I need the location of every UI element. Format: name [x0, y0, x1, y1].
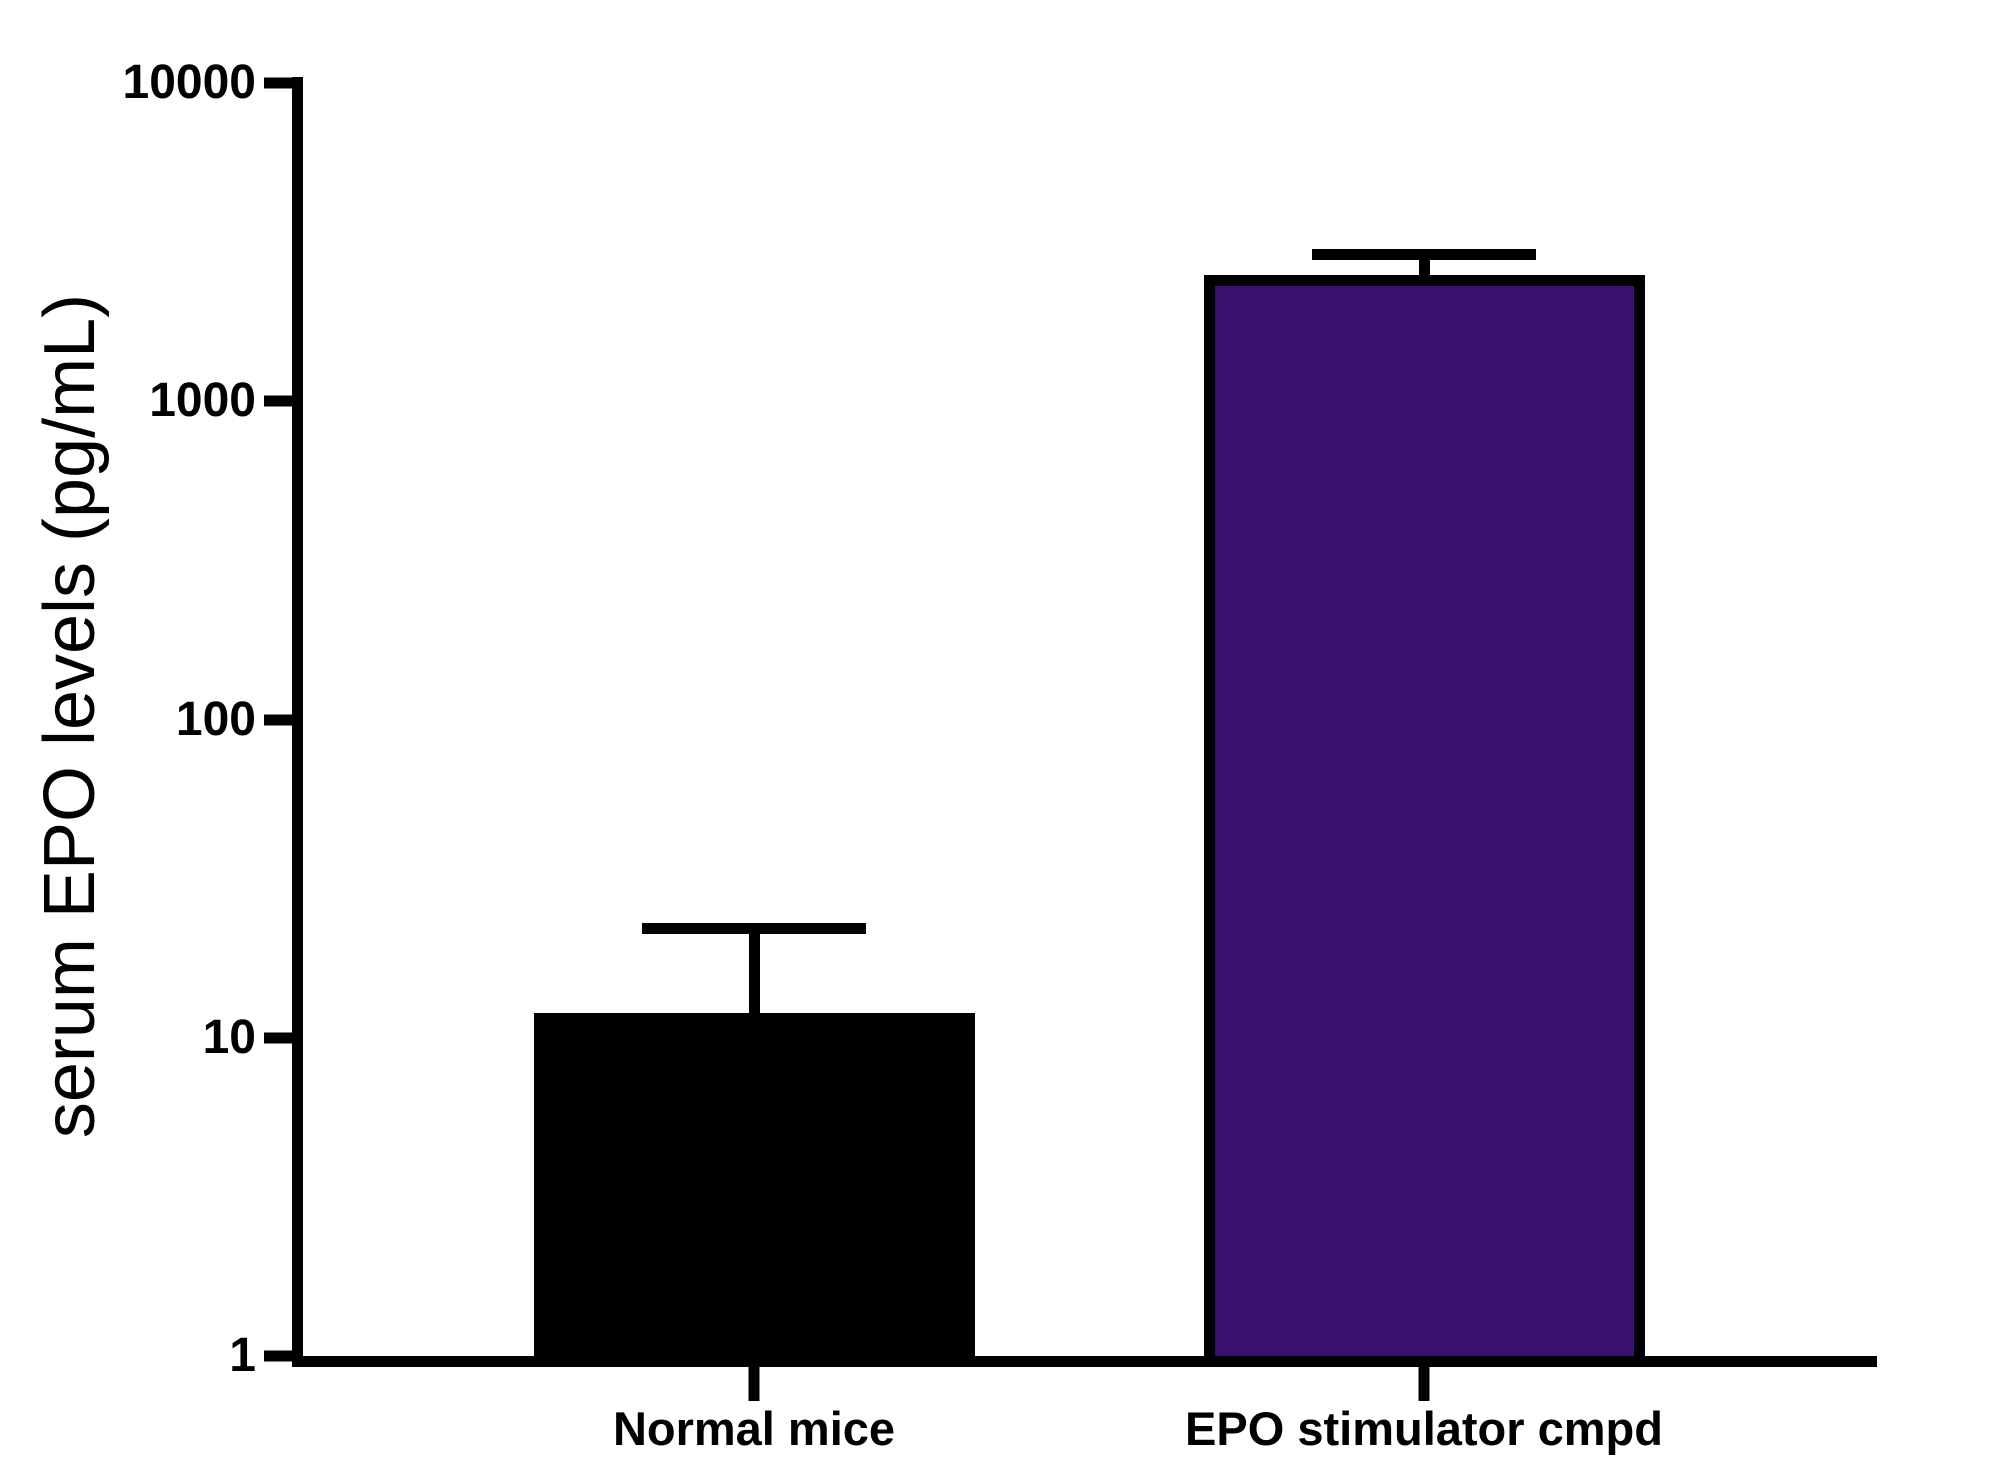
y-axis-tick-label: 10000 [122, 56, 256, 109]
y-axis-tick-label: 10 [202, 1010, 256, 1064]
y-axis-tick [264, 1032, 292, 1044]
error-bar-cap [642, 923, 866, 935]
x-axis-tick [748, 1367, 760, 1401]
y-axis-tick [264, 1350, 292, 1362]
category-label: Normal mice [612, 1402, 896, 1455]
category-label: EPO stimulator cmpd [1185, 1402, 1663, 1455]
bar-normal-mice [533, 1012, 975, 1356]
y-axis-tick-label: 100 [175, 692, 256, 746]
error-bar-stem [748, 928, 760, 1024]
y-axis-tick [264, 77, 292, 89]
x-axis-line [292, 1356, 1877, 1367]
y-axis-tick [264, 395, 292, 407]
plot-area: 1 10 100 1000 10000 Normal mice EPO stimulator… [123, 59, 1877, 1454]
y-axis-tick-label: 1 [229, 1329, 256, 1382]
y-axis-line [292, 77, 303, 1367]
y-axis-tick-label: 1000 [149, 374, 256, 428]
error-bar-stem [1418, 254, 1430, 286]
error-bar-cap [1312, 248, 1536, 260]
bar-epo-stimulator [1203, 274, 1645, 1356]
x-axis-tick [1418, 1367, 1430, 1401]
y-axis-tick [264, 714, 292, 725]
